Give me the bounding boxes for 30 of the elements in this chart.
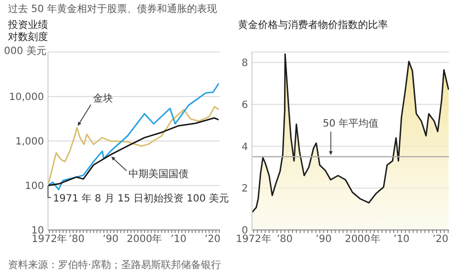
text: 对数刻度 (8, 30, 48, 44)
x-tick-label: ’80 (68, 234, 85, 246)
x-tick-label: ’10 (394, 234, 410, 246)
text: 中期美国国债 (128, 168, 189, 180)
text: 资料来源：罗伯特·席勒；圣路易斯联邦储备银行 (8, 260, 222, 271)
x-tick-label: ’80 (276, 234, 293, 246)
x-tick-label: 2000年 (126, 233, 162, 246)
line-series (48, 82, 220, 190)
y-tick-label: 8 (242, 58, 248, 70)
x-tick-label: 1972年 (236, 233, 272, 246)
x-tick-label: ’20 (204, 234, 220, 246)
y-tick-label: 100 (24, 181, 44, 192)
y-tick-label: 10,000 (9, 92, 44, 104)
x-tick-label: ’90 (102, 234, 118, 246)
y-axis-title: 000 美元 (4, 44, 46, 58)
x-tick-label: ’20 (432, 234, 448, 246)
x-tick-label: ’10 (170, 234, 186, 246)
annotation: 1971 年 8 月 15 日初始投资 100 美元 (53, 192, 229, 204)
x-tick-label: ’90 (316, 234, 332, 246)
y-tick-label: 6 (242, 100, 248, 111)
y-tick-label: 2 (242, 184, 248, 195)
text: 金块 (92, 92, 113, 105)
chart-title: 过去 50 年黄金相对于股票、债券和通胀的表现 (8, 2, 218, 16)
x-tick-label: 1972年 (32, 233, 68, 246)
ref-line-label: 50 年平均值 (322, 118, 379, 130)
chart-subtitle: 投资业绩 (8, 18, 48, 32)
y-tick-label: 4 (242, 142, 248, 153)
x-tick-label: 2000年 (344, 233, 380, 246)
y-tick-label: 1,000 (15, 136, 44, 148)
chart-title: 黄金价格与消费者物价指数的比率 (238, 18, 388, 32)
